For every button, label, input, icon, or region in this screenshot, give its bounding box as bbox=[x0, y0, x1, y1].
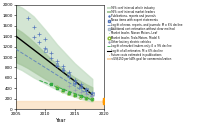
Point bbox=[61, 69, 65, 71]
Point bbox=[91, 92, 94, 94]
Point bbox=[67, 93, 70, 95]
Point bbox=[32, 26, 35, 28]
Point bbox=[102, 100, 106, 102]
Point bbox=[79, 86, 82, 88]
Point bbox=[91, 98, 94, 100]
Point bbox=[73, 89, 76, 91]
Point bbox=[85, 88, 88, 90]
Point bbox=[161, 101, 164, 103]
Point bbox=[61, 91, 65, 93]
Point bbox=[26, 17, 29, 19]
Point bbox=[67, 74, 70, 76]
Point bbox=[55, 87, 59, 89]
Point bbox=[55, 86, 59, 88]
Point bbox=[73, 82, 76, 84]
Point bbox=[38, 33, 41, 35]
Point bbox=[85, 89, 88, 91]
Point bbox=[91, 99, 94, 101]
Point bbox=[67, 92, 70, 94]
Point bbox=[79, 91, 82, 93]
Point bbox=[55, 63, 59, 65]
Point bbox=[79, 86, 82, 88]
Point bbox=[91, 92, 94, 94]
Point bbox=[67, 85, 70, 87]
Point bbox=[132, 101, 135, 103]
Point bbox=[55, 60, 59, 62]
X-axis label: Year: Year bbox=[55, 118, 65, 123]
Point bbox=[67, 76, 70, 78]
Point bbox=[38, 41, 41, 43]
Point bbox=[44, 50, 47, 52]
Point bbox=[73, 79, 76, 81]
Point bbox=[50, 83, 53, 85]
Point bbox=[44, 38, 47, 40]
Point bbox=[91, 95, 94, 97]
Point bbox=[73, 95, 76, 97]
Point bbox=[55, 65, 59, 67]
Point bbox=[161, 102, 164, 104]
Point bbox=[61, 65, 65, 67]
Point bbox=[61, 89, 65, 91]
Point bbox=[132, 102, 135, 104]
Point bbox=[50, 57, 53, 59]
Point bbox=[32, 36, 35, 38]
Point bbox=[61, 69, 65, 71]
Point bbox=[85, 97, 88, 99]
Y-axis label: Dollars (USD) per kWh: Dollars (USD) per kWh bbox=[0, 34, 1, 80]
Point bbox=[79, 97, 82, 99]
Point bbox=[44, 47, 47, 49]
Point bbox=[85, 90, 88, 92]
Point bbox=[132, 100, 135, 102]
Point bbox=[85, 93, 88, 95]
Point bbox=[67, 71, 70, 73]
Point bbox=[102, 102, 106, 104]
Bar bbox=[16, 101, 104, 109]
Point bbox=[50, 52, 53, 54]
Point bbox=[79, 95, 82, 97]
Point bbox=[73, 82, 76, 84]
Point bbox=[79, 83, 82, 85]
Legend: 95% conf interval whole industry, 95% conf interval market leaders, Publications: 95% conf interval whole industry, 95% co… bbox=[107, 5, 183, 62]
Point bbox=[85, 98, 88, 100]
Point bbox=[73, 94, 76, 96]
Point bbox=[102, 98, 106, 100]
Point bbox=[102, 100, 106, 102]
